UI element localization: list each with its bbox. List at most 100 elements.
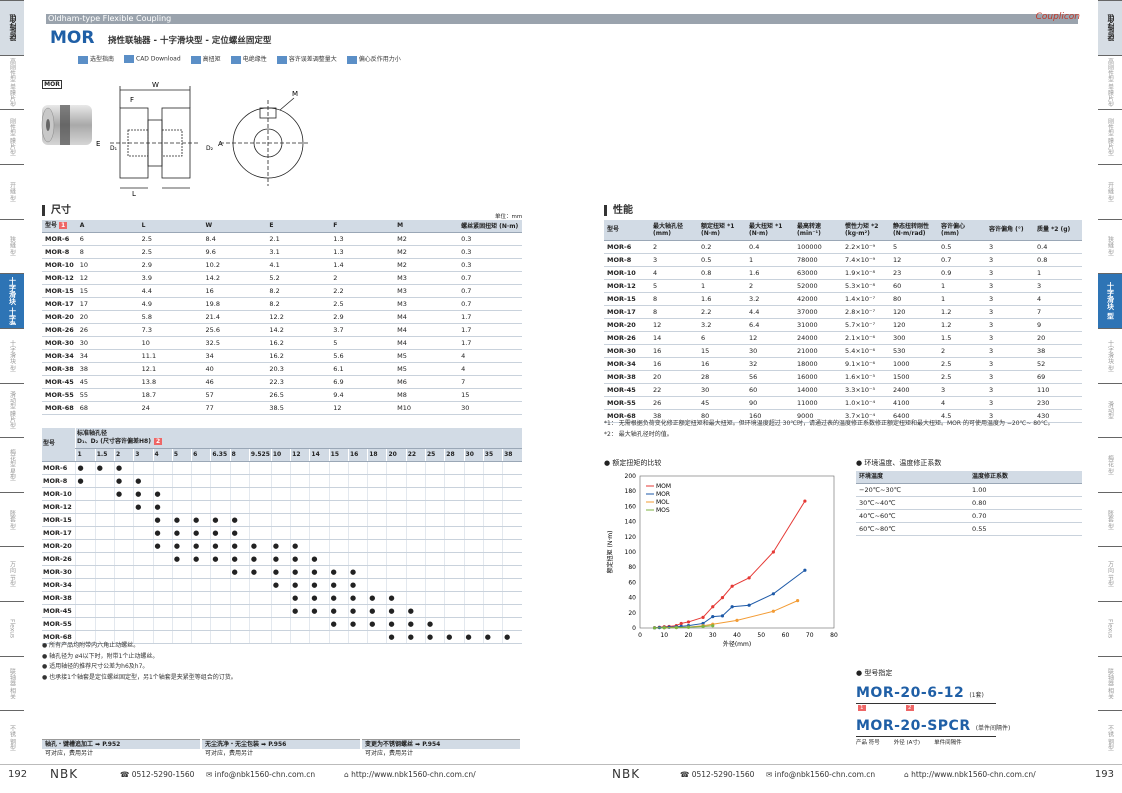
table-cell: 1.4×10⁻⁷ [842, 292, 890, 306]
table-cell: 0.4 [746, 240, 794, 254]
table-cell: 26 [76, 323, 139, 338]
available-dot: ● [154, 528, 161, 537]
table-cell: 69 [1034, 370, 1082, 384]
side-tab-label: 刚性型 膜片型 [1106, 118, 1114, 157]
table-cell: 100000 [794, 240, 842, 254]
side-tab-label: 滑动型 [1106, 401, 1114, 420]
url-text[interactable]: http://www.nbk1560-chn.com.cn/ [911, 770, 1036, 779]
bore-cell: ● [114, 474, 134, 488]
table-row: MOR-10 4 0.8 1.6 63000 1.9×10⁻⁸ 23 0.9 3 1 [604, 266, 1082, 280]
option-box[interactable]: 变更为不锈钢螺丝 ➡ P.954 可对应，费用另计 [362, 739, 520, 759]
bore-cell [386, 461, 407, 475]
bore-cell [229, 617, 250, 631]
side-tab[interactable]: 高刚性型 单膜片型 [1098, 54, 1122, 110]
bore-cell: ● [270, 552, 291, 566]
side-tab[interactable]: 胀套 型 [0, 491, 24, 547]
side-tab[interactable]: 开缝 型 [0, 163, 24, 219]
table-cell: 80 [698, 409, 746, 423]
side-tab[interactable]: 狭缝 型 [0, 218, 24, 274]
table-cell: 23 [890, 266, 938, 280]
bore-cell [114, 565, 134, 579]
side-tab[interactable]: Flexus [0, 601, 24, 656]
side-tab[interactable]: 刚性型 膜片型 [0, 109, 24, 164]
bore-cell [290, 513, 310, 527]
bore-cell: ● [309, 591, 330, 605]
url-text[interactable]: http://www.nbk1560-chn.com.cn/ [351, 770, 476, 779]
table-row: MOR-17 8 2.2 4.4 37000 2.8×10⁻⁷ 120 1.2 3 7 [604, 305, 1082, 319]
spec-label-product: 产品 符号 [856, 740, 880, 746]
table-cell: 2.5 [138, 232, 203, 247]
table-cell: 17 [76, 297, 139, 312]
available-dot: ● [330, 606, 337, 615]
side-tab[interactable]: 不锈 钢型 [0, 710, 24, 765]
bore-cell: ● [367, 591, 387, 605]
side-tab[interactable]: 联轴器 相关 [1098, 655, 1122, 711]
bore-size-header: 20 [386, 448, 407, 462]
spec-code: MOR-20-6-12 [856, 685, 965, 701]
bore-cell [171, 461, 192, 475]
side-tab[interactable]: 联轴器 相关 [0, 655, 24, 711]
bore-cell [133, 578, 154, 592]
option-box-head: 轴孔・键槽追加工 ➡ P.952 [42, 740, 200, 749]
bore-cell [463, 617, 484, 631]
bore-size-header: 25 [424, 448, 445, 462]
side-tab[interactable]: 不锈 钢型 [1098, 710, 1122, 765]
side-tab[interactable]: 万向 节型 [1098, 546, 1122, 601]
spec-label-spacer: 单件间隔件 [934, 740, 962, 746]
data-point [686, 620, 691, 624]
option-box[interactable]: 轴孔・键槽追加工 ➡ P.952 可对应，费用另计 [42, 739, 200, 759]
side-tab[interactable]: 狭缝 型 [1098, 218, 1122, 274]
x-axis-label: 外径(mm) [723, 640, 751, 648]
side-tab[interactable]: 十字滑块 型 [0, 327, 24, 383]
series-line-mol [664, 600, 798, 629]
footer-url-right[interactable]: ⌂ http://www.nbk1560-chn.com.cn/ [904, 770, 1036, 779]
side-tab[interactable]: 万向 节型 [0, 546, 24, 601]
table-cell: 1 [1034, 266, 1082, 280]
table-cell: 14 [650, 331, 698, 345]
bore-cell [444, 474, 465, 488]
bore-cell: ● [347, 617, 368, 631]
side-tab[interactable]: 梅花 型 [1098, 437, 1122, 492]
option-box[interactable]: 无尘洗净・无尘包装 ➡ P.956 可对应，费用另计 [202, 739, 360, 759]
table-cell: 2 [650, 240, 698, 254]
table-cell: 16 [698, 357, 746, 371]
available-dot: ● [311, 580, 318, 589]
bore-size-header: 16 [347, 448, 368, 462]
footer-url-left[interactable]: ⌂ http://www.nbk1560-chn.com.cn/ [344, 770, 476, 779]
side-tab[interactable]: 开缝 型 [1098, 163, 1122, 219]
legend-label: MOL [656, 499, 670, 506]
side-tab[interactable]: 滑动型 膜片型 [0, 382, 24, 438]
option-box-head: 无尘洗净・无尘包装 ➡ P.956 [202, 740, 360, 749]
side-tab[interactable]: 梅花型 星型 [0, 437, 24, 492]
side-tab[interactable]: 刚性型 膜片型 [1098, 109, 1122, 164]
side-tab[interactable]: 滑动型 [1098, 382, 1122, 438]
bore-cell [405, 474, 426, 488]
side-tab[interactable]: 联轴器 [0, 0, 24, 55]
footer-email-left[interactable]: ✉ info@nbk1560-chn.com.cn [206, 770, 316, 779]
dims-header-cell: 型号 1 [42, 220, 77, 234]
available-dot: ● [311, 567, 318, 576]
table-cell: 52 [1034, 357, 1082, 371]
table-cell: 1.6 [746, 266, 794, 280]
side-tab[interactable]: 联轴器 [1098, 0, 1122, 55]
table-cell: 0.55 [969, 522, 1082, 537]
side-tab[interactable]: 十字滑块 型 [1098, 273, 1122, 328]
side-tab[interactable]: 高刚性型 单膜片型·双膜片型 [0, 54, 24, 110]
bore-cell [248, 513, 272, 527]
email-text[interactable]: info@nbk1560-chn.com.cn [214, 770, 316, 779]
side-tab[interactable]: Flexus [1098, 601, 1122, 656]
bore-cell [114, 552, 134, 566]
email-text[interactable]: info@nbk1560-chn.com.cn [774, 770, 876, 779]
side-tab[interactable]: 十字滑块 型 [1098, 327, 1122, 383]
table-cell: 78000 [794, 253, 842, 267]
bore-cell [463, 487, 484, 501]
footer-email-right[interactable]: ✉ info@nbk1560-chn.com.cn [766, 770, 876, 779]
side-tab[interactable]: 胀套 型 [1098, 491, 1122, 547]
available-dot: ● [484, 632, 491, 641]
side-tab[interactable]: 十字滑块 十字滑块型 [0, 273, 24, 328]
bore-cell: ● [114, 461, 134, 475]
feature-item: 电绝缘性 [230, 54, 267, 64]
table-cell: 5.7×10⁻⁷ [842, 318, 890, 332]
bore-cell [171, 565, 192, 579]
bore-cell [248, 578, 272, 592]
